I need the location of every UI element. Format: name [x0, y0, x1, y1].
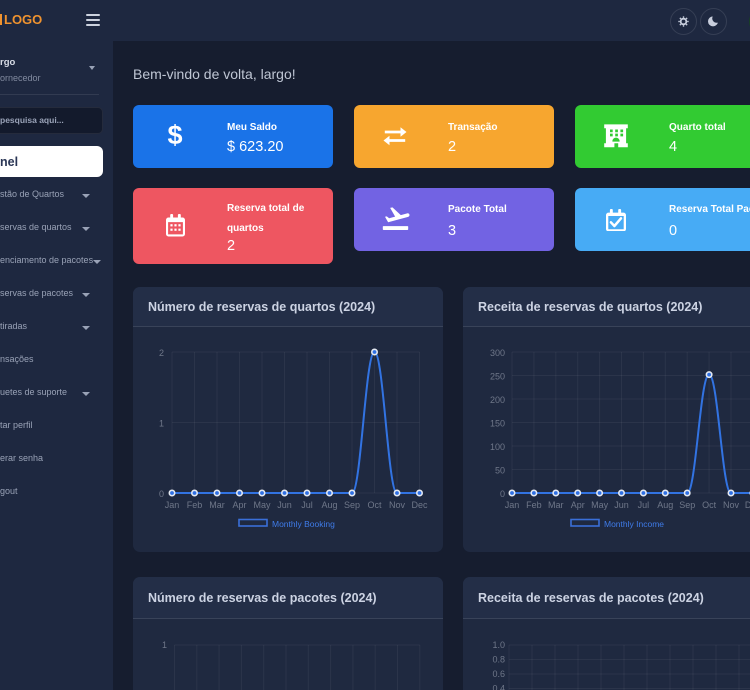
svg-text:250: 250 — [490, 372, 505, 382]
svg-text:Monthly Income: Monthly Income — [604, 519, 664, 529]
svg-text:0: 0 — [500, 489, 505, 499]
svg-text:0.6: 0.6 — [492, 669, 505, 679]
svg-text:Mar: Mar — [548, 500, 564, 510]
svg-text:Dec: Dec — [745, 500, 750, 510]
svg-text:Oct: Oct — [367, 500, 382, 510]
svg-text:0.8: 0.8 — [492, 655, 505, 665]
svg-text:Dec: Dec — [411, 500, 428, 510]
svg-text:0: 0 — [159, 489, 164, 499]
svg-text:1: 1 — [159, 419, 164, 429]
svg-text:Mar: Mar — [209, 500, 225, 510]
svg-text:Aug: Aug — [321, 500, 337, 510]
svg-text:May: May — [253, 500, 271, 510]
svg-text:2: 2 — [159, 348, 164, 358]
svg-text:Jun: Jun — [277, 500, 292, 510]
svg-text:Apr: Apr — [232, 500, 246, 510]
svg-text:0.4: 0.4 — [492, 684, 505, 690]
svg-text:1: 1 — [162, 640, 167, 650]
svg-text:Monthly Booking: Monthly Booking — [272, 519, 335, 529]
svg-text:100: 100 — [490, 442, 505, 452]
svg-text:Feb: Feb — [187, 500, 203, 510]
svg-text:Apr: Apr — [571, 500, 585, 510]
svg-text:Aug: Aug — [657, 500, 673, 510]
svg-text:200: 200 — [490, 395, 505, 405]
svg-text:Jul: Jul — [301, 500, 313, 510]
svg-text:Jun: Jun — [614, 500, 629, 510]
svg-text:Jul: Jul — [638, 500, 650, 510]
svg-text:Feb: Feb — [526, 500, 542, 510]
svg-text:Nov: Nov — [723, 500, 740, 510]
svg-text:300: 300 — [490, 348, 505, 358]
svg-text:Jan: Jan — [165, 500, 180, 510]
svg-text:50: 50 — [495, 466, 505, 476]
svg-text:Sep: Sep — [344, 500, 360, 510]
svg-text:1.0: 1.0 — [492, 640, 505, 650]
svg-text:Oct: Oct — [702, 500, 717, 510]
svg-text:May: May — [591, 500, 609, 510]
svg-text:Nov: Nov — [389, 500, 406, 510]
svg-text:Sep: Sep — [679, 500, 695, 510]
svg-text:150: 150 — [490, 419, 505, 429]
svg-text:Jan: Jan — [505, 500, 520, 510]
